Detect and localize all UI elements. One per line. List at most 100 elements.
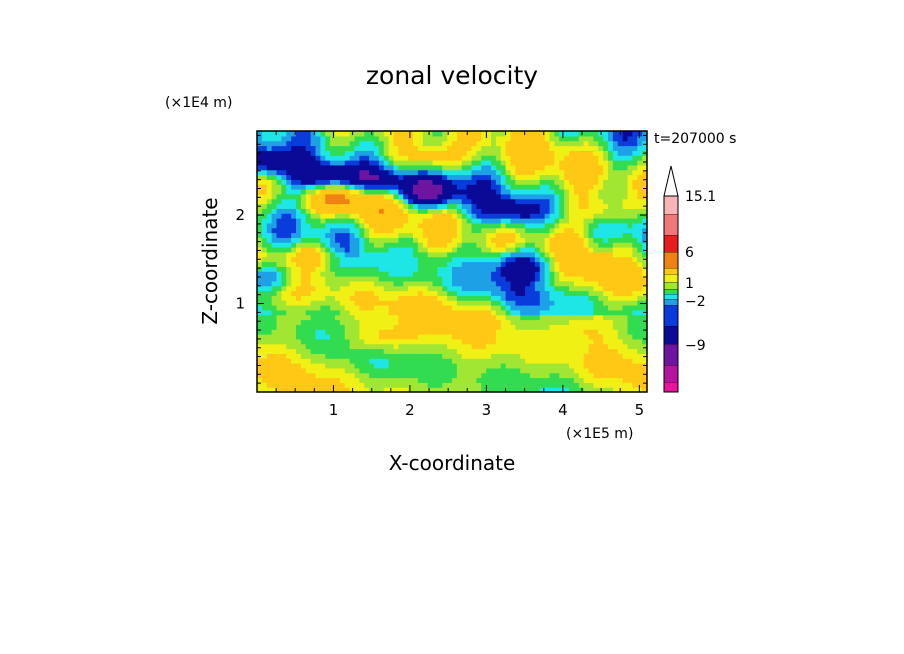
heatmap-cell [598,232,604,238]
heatmap-cell [627,218,633,224]
heatmap-cell [569,290,575,296]
heatmap-cell [408,160,414,166]
heatmap-cell [393,353,399,359]
heatmap-cell [632,208,638,214]
heatmap-cell [286,145,292,151]
heatmap-cell [593,218,599,224]
heatmap-cell [344,372,351,379]
colorbar-band [664,282,678,289]
heatmap-cell [359,203,365,209]
heatmap-cell [330,251,336,258]
heatmap-cell [276,300,282,306]
heatmap-cell [569,237,575,243]
heatmap-cell [569,271,575,277]
heatmap-cell [432,208,438,214]
heatmap-cell [476,367,482,374]
heatmap-cell [554,169,560,176]
heatmap-cell [344,363,351,369]
heatmap-cell [320,338,326,345]
heatmap-cell [378,266,385,272]
heatmap-cell [559,256,565,263]
heatmap-cell [330,203,336,209]
heatmap-cell [359,184,365,190]
heatmap-cell [539,160,546,166]
heatmap-cell [266,314,273,321]
heatmap-cell [637,203,643,209]
heatmap-cell [564,189,570,195]
heatmap-cell [257,343,263,350]
heatmap-cell [588,305,594,311]
heatmap-cell [339,218,346,224]
heatmap-cell [544,343,551,350]
heatmap-cell [486,338,492,345]
heatmap-cell [286,329,292,335]
heatmap-cell [276,164,282,171]
heatmap-cell [403,174,409,180]
heatmap-cell [369,203,375,209]
heatmap-cell [534,305,541,311]
heatmap-cell [456,338,463,345]
heatmap-cell [637,300,643,306]
heatmap-cell [495,184,502,190]
heatmap-cell [583,314,590,321]
heatmap-cell [296,174,302,180]
heatmap-cell [427,232,434,238]
heatmap-cell [374,334,380,340]
heatmap-cell [627,387,633,392]
heatmap-cell [276,222,282,229]
heatmap-cell [271,353,278,359]
heatmap-cell [491,305,497,311]
x-tick-label: 1 [329,401,339,419]
heatmap-cell [271,271,278,277]
heatmap-cell [471,164,477,171]
heatmap-cell [486,135,492,142]
heatmap-cell [617,227,624,234]
heatmap-cell [637,131,643,137]
heatmap-cell [642,251,647,258]
heatmap-cell [593,193,599,200]
heatmap-cell [364,208,370,214]
heatmap-cell [466,353,473,359]
heatmap-cell [286,290,292,296]
heatmap-cell [632,324,638,330]
heatmap-cell [476,193,482,200]
heatmap-cell [310,353,317,359]
heatmap-cell [583,266,590,272]
heatmap-cell [393,198,399,205]
heatmap-cell [544,131,551,137]
heatmap-cell [305,266,312,272]
heatmap-cell [417,222,424,229]
heatmap-cell [534,135,541,142]
heatmap-cell [266,227,273,234]
heatmap-cell [383,271,390,277]
heatmap-cell [603,367,609,374]
heatmap-cell [466,266,473,272]
heatmap-cell [554,285,560,292]
heatmap-cell [422,314,429,321]
heatmap-cell [257,290,263,296]
heatmap-cell [378,377,385,383]
heatmap-cell [310,261,317,267]
heatmap-cell [266,222,273,229]
heatmap-cell [491,276,497,282]
heatmap-cell [554,280,560,287]
heatmap-cell [398,377,404,383]
heatmap-cell [296,338,302,345]
heatmap-cell [573,247,580,253]
heatmap-cell [539,247,546,253]
heatmap-cell [344,314,351,321]
heatmap-cell [300,160,307,166]
heatmap-cell [554,382,560,388]
heatmap-cell [374,314,380,321]
heatmap-cell [320,218,326,224]
heatmap-cell [622,382,629,388]
heatmap-cell [525,285,531,292]
heatmap-cell [291,198,297,205]
heatmap-cell [291,164,297,171]
heatmap-cell [549,324,555,330]
heatmap-cell [486,256,492,263]
heatmap-cell [257,189,263,195]
heatmap-cell [320,160,326,166]
heatmap-cell [276,218,282,224]
